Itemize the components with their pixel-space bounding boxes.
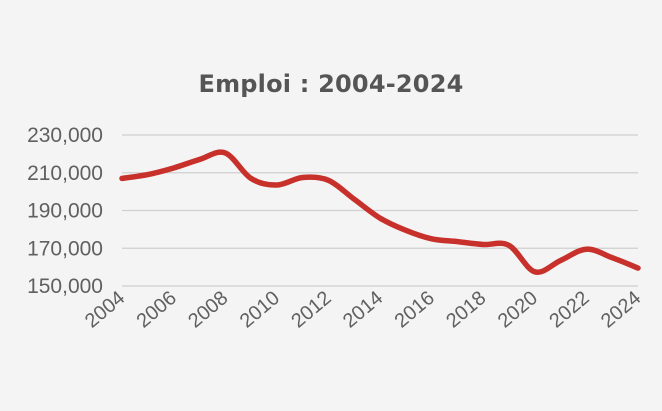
x-tick-label: 2018 <box>442 287 490 332</box>
y-tick-label: 190,000 <box>27 200 103 223</box>
x-tick-label: 2016 <box>391 287 439 332</box>
x-tick-label: 2014 <box>339 287 387 332</box>
y-tick-label: 170,000 <box>27 237 103 260</box>
x-tick-label: 2006 <box>133 287 181 332</box>
chart-title: Emploi : 2004-2024 <box>198 70 464 98</box>
x-tick-label: 2022 <box>545 287 593 332</box>
x-tick-label: 2024 <box>597 287 645 332</box>
x-tick-label: 2020 <box>494 287 542 332</box>
series-line <box>119 149 641 275</box>
x-tick-label: 2010 <box>236 287 284 332</box>
x-tick-label: 2008 <box>184 287 232 332</box>
x-tick-label: 2012 <box>287 287 335 332</box>
y-tick-label: 210,000 <box>27 162 103 185</box>
y-tick-label: 230,000 <box>27 124 103 147</box>
y-tick-label: 150,000 <box>27 275 103 298</box>
